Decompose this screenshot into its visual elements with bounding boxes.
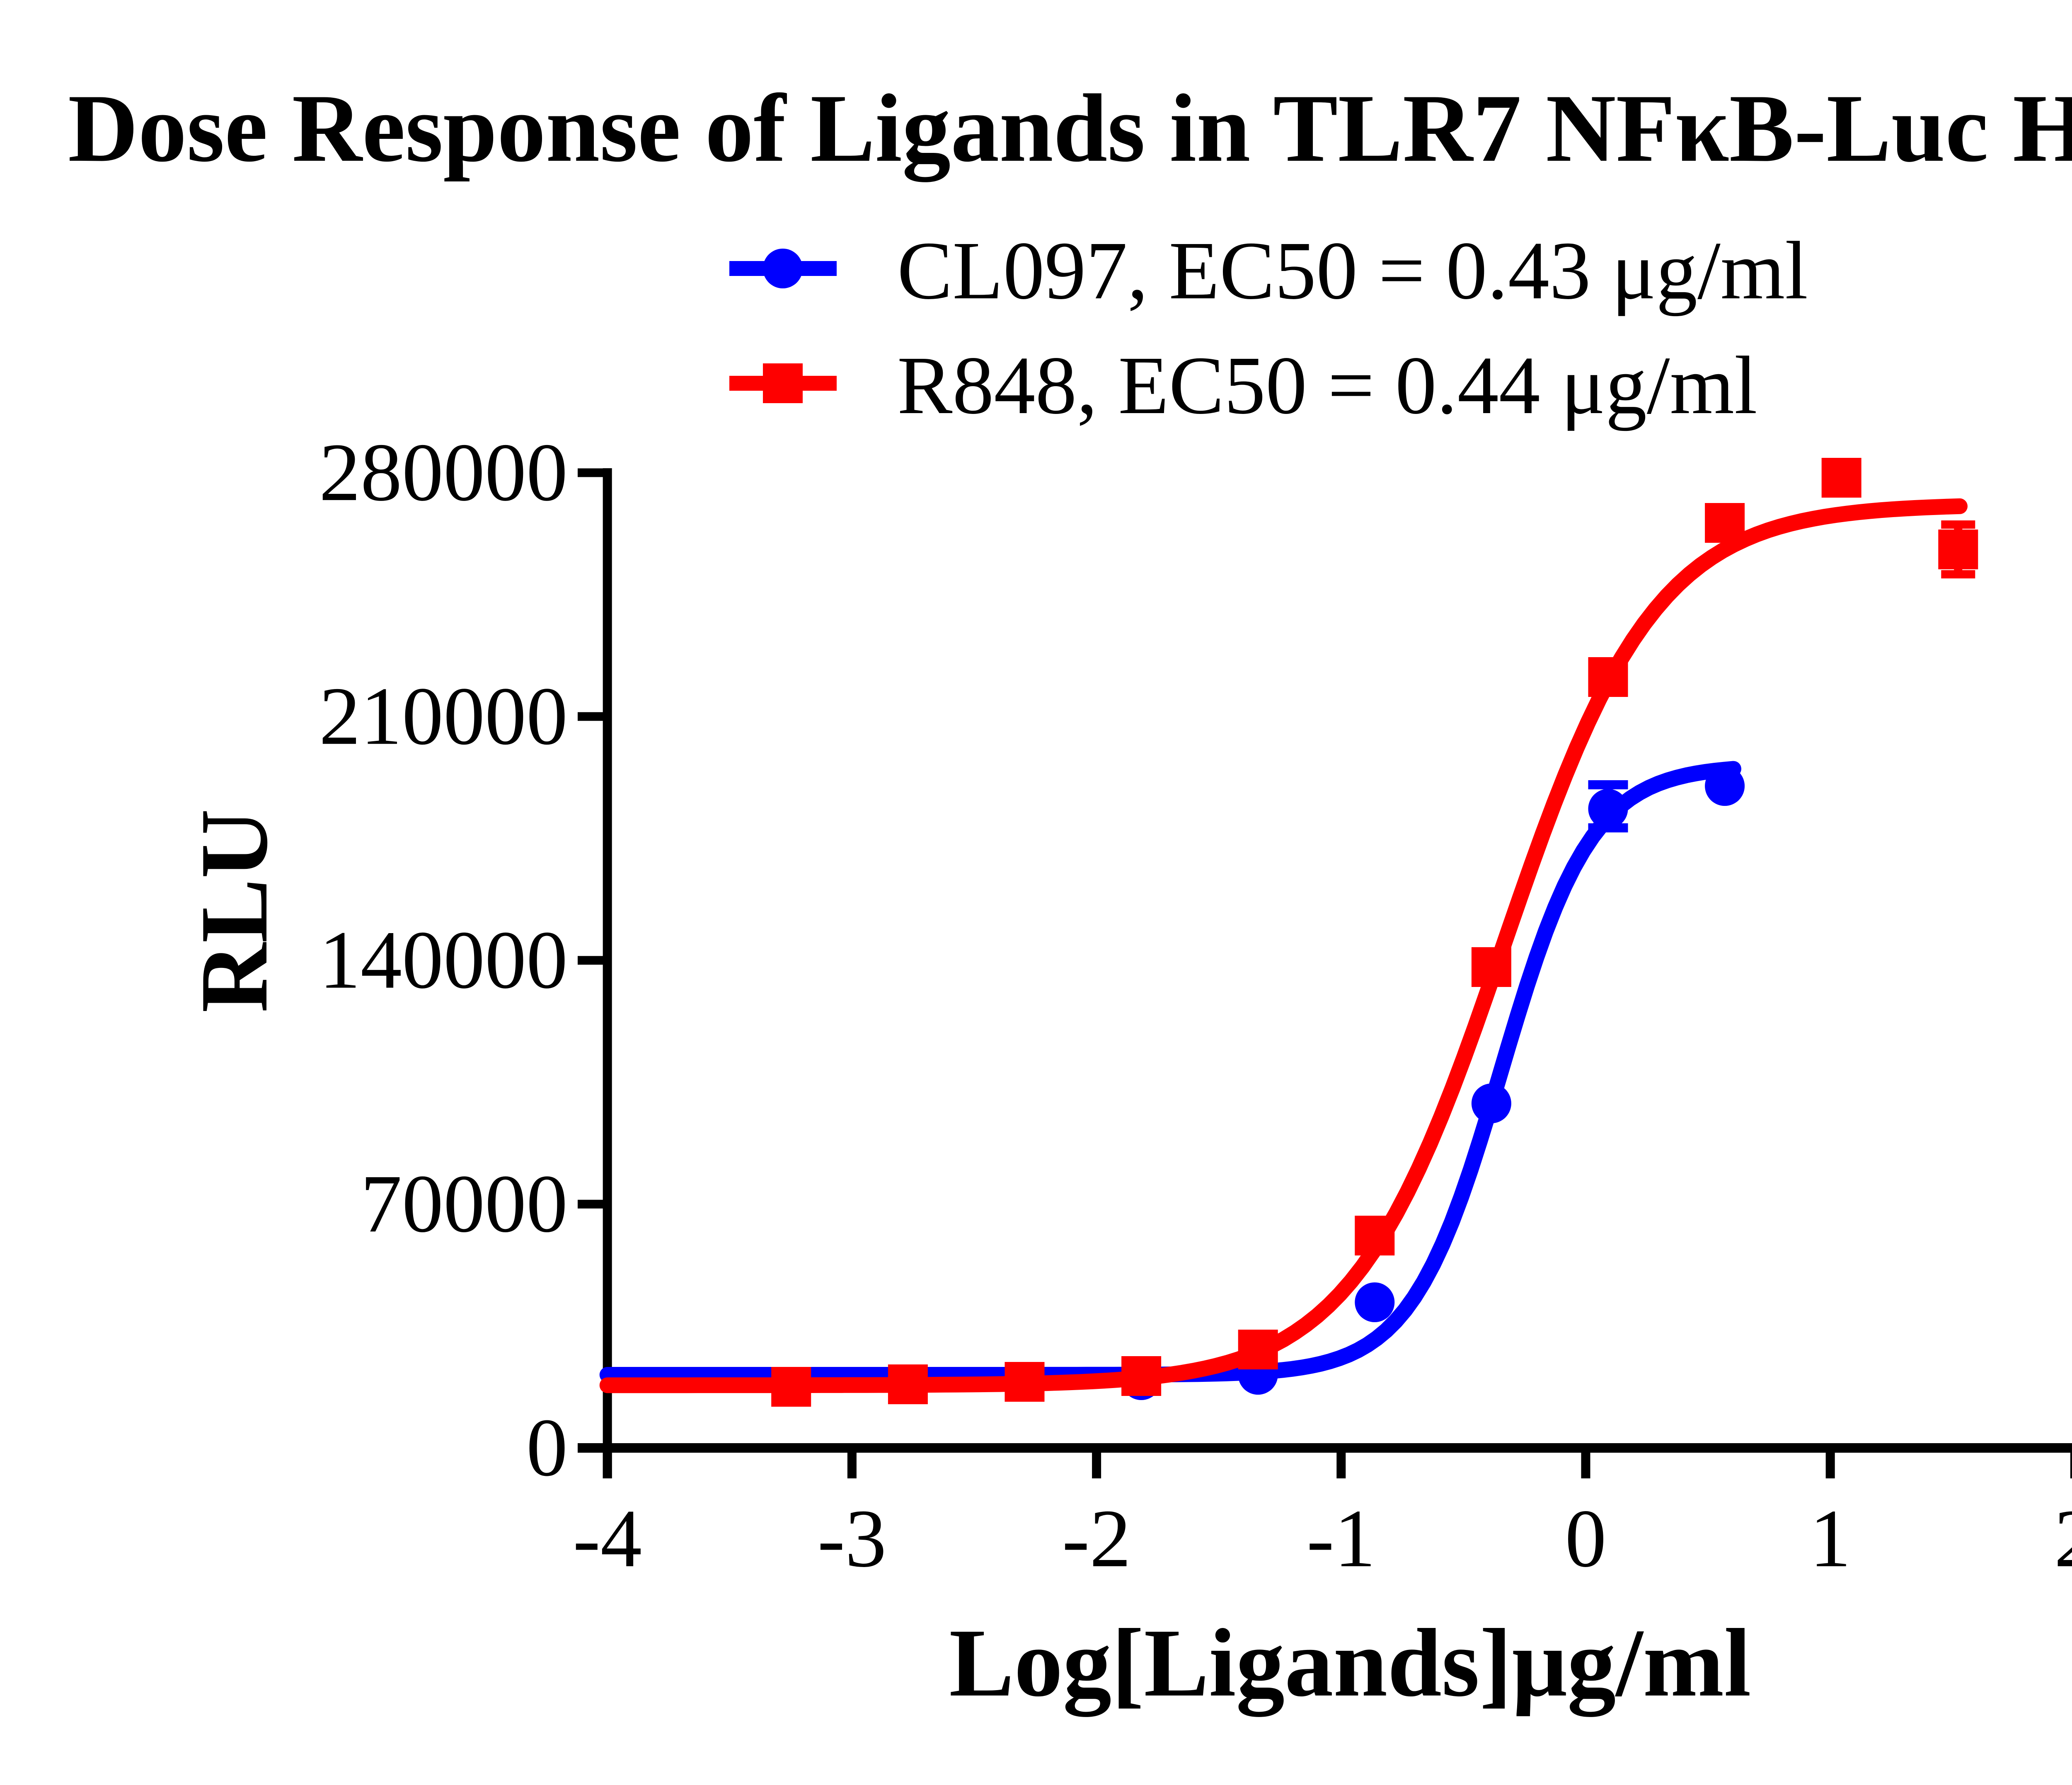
svg-text:Log[Ligands]μg/ml: Log[Ligands]μg/ml [949, 1609, 1751, 1717]
svg-text:1: 1 [1810, 1493, 1851, 1584]
svg-text:0: 0 [526, 1402, 568, 1494]
svg-text:Dose Response of Ligands in TL: Dose Response of Ligands in TLR7 NFκB-Lu… [68, 74, 2072, 182]
svg-text:210000: 210000 [319, 670, 568, 762]
svg-text:-1: -1 [1307, 1493, 1376, 1584]
svg-text:-3: -3 [818, 1493, 887, 1584]
svg-text:140000: 140000 [319, 914, 568, 1006]
svg-text:70000: 70000 [361, 1158, 568, 1250]
svg-text:-4: -4 [573, 1493, 642, 1584]
svg-text:CL097, EC50 = 0.43 μg/ml: CL097, EC50 = 0.43 μg/ml [897, 225, 1808, 317]
svg-text:R848, EC50 = 0.44 μg/ml: R848, EC50 = 0.44 μg/ml [897, 340, 1757, 431]
svg-text:280000: 280000 [319, 427, 568, 518]
svg-text:0: 0 [1565, 1493, 1607, 1584]
svg-text:RLU: RLU [181, 809, 288, 1013]
svg-text:2: 2 [2054, 1493, 2072, 1584]
svg-text:-2: -2 [1062, 1493, 1131, 1584]
